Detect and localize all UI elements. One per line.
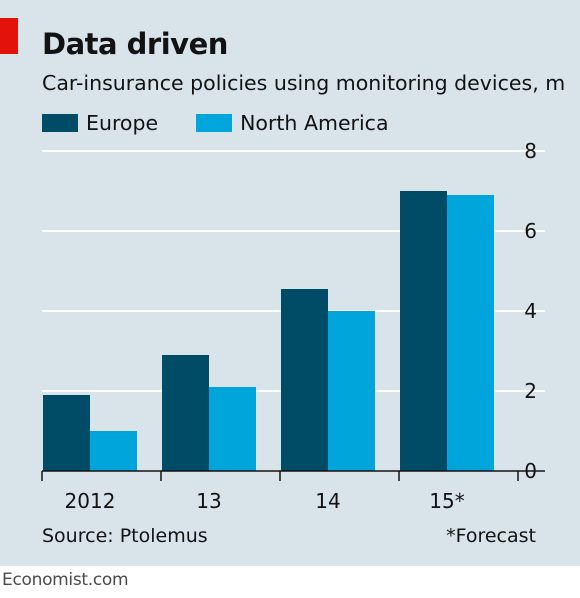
y-tick-label-2: 2	[524, 379, 537, 403]
source-note: Source: Ptolemus	[42, 525, 208, 547]
legend-item-europe: Europe	[42, 111, 158, 135]
x-tick-label-2: 14	[315, 489, 340, 513]
x-tick-label-1: 13	[196, 489, 221, 513]
legend-swatch-europe	[42, 114, 78, 132]
bar-europe-2	[281, 289, 328, 471]
y-tick-label-4: 4	[524, 299, 537, 323]
legend: Europe North America	[42, 110, 427, 136]
x-tick-label-3: 15*	[429, 489, 464, 513]
chart-title: Data driven	[42, 27, 228, 61]
bar-europe-3	[400, 191, 447, 471]
y-tick-label-6: 6	[524, 219, 537, 243]
x-tick-label-0: 2012	[65, 489, 116, 513]
legend-swatch-north-america	[196, 114, 233, 132]
economist-brand: Economist.com	[2, 570, 129, 590]
forecast-note: *Forecast	[446, 525, 536, 547]
bar-north-america-1	[209, 387, 256, 471]
bar-europe-0	[43, 395, 90, 471]
chart-subtitle: Car-insurance policies using monitoring …	[42, 71, 566, 95]
red-brand-tag	[0, 18, 18, 54]
bar-north-america-0	[90, 431, 137, 471]
bar-north-america-2	[328, 311, 375, 471]
legend-item-north-america: North America	[196, 111, 389, 135]
y-tick-label-8: 8	[524, 140, 537, 163]
legend-label-north-america: North America	[240, 111, 389, 135]
legend-label-europe: Europe	[86, 111, 159, 135]
bar-europe-1	[162, 355, 209, 471]
bar-north-america-3	[447, 195, 494, 471]
